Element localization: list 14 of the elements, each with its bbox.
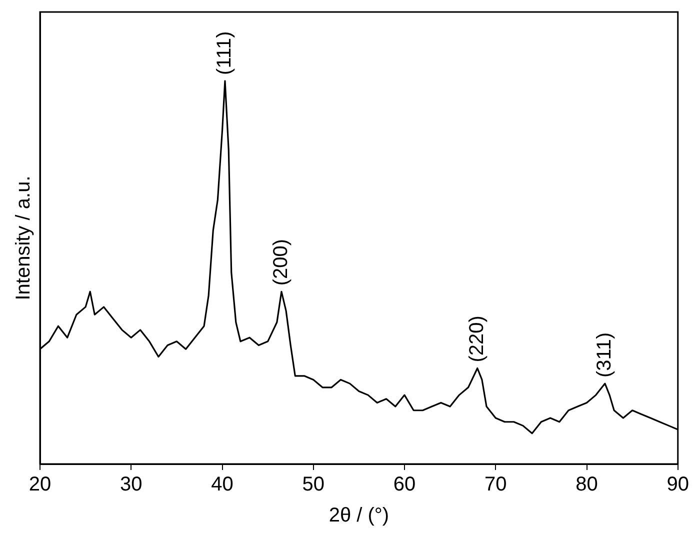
- annotation: (220): [466, 316, 488, 362]
- x-axis-title: 2θ / (°): [328, 504, 390, 527]
- x-tick-label: 90: [666, 474, 689, 496]
- x-tick-label: 80: [576, 474, 598, 496]
- annotation: (200): [270, 238, 292, 286]
- x-tick-label: 30: [120, 474, 142, 496]
- x-tick-label: 20: [28, 474, 52, 496]
- annotation: (311): [593, 332, 616, 378]
- x-tick-label: 40: [211, 474, 234, 496]
- y-axis-title: Intensity / a.u.: [12, 176, 35, 300]
- annotation: (111): [214, 31, 236, 75]
- x-tick-label: 50: [302, 474, 324, 496]
- x-tick-label: 70: [484, 474, 507, 496]
- x-tick-label: 60: [393, 474, 416, 496]
